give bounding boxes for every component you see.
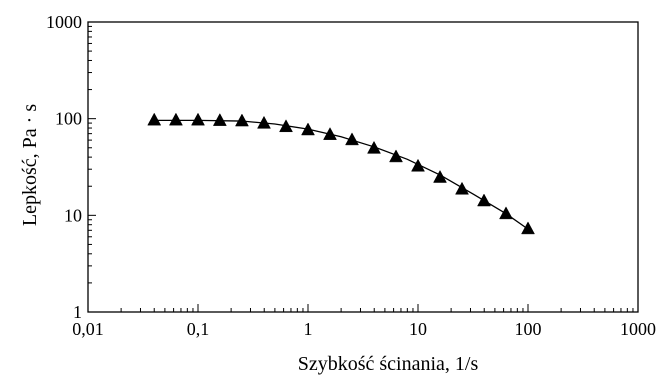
data-point-triangle <box>301 122 315 136</box>
data-point-triangle <box>345 132 359 146</box>
data-point-triangle <box>389 149 403 163</box>
y-axis-tick-labels: 1 10 100 1000 <box>46 12 82 322</box>
data-point-triangle <box>367 140 381 154</box>
y-tick-label: 1000 <box>46 12 82 32</box>
data-point-triangle <box>411 158 425 172</box>
plot-border <box>87 21 639 313</box>
data-point-triangle <box>477 193 491 207</box>
x-tick-label: 1 <box>304 319 313 339</box>
x-axis-ticks <box>87 304 639 312</box>
y-tick-label: 10 <box>64 205 82 225</box>
y-axis-label: Lepkość, Pa · s <box>19 104 41 226</box>
data-point-triangle <box>323 127 337 140</box>
data-point-triangle <box>147 112 162 126</box>
data-point-triangle <box>455 181 469 195</box>
x-tick-label: 0,1 <box>187 319 210 339</box>
x-tick-label: 10 <box>409 319 427 339</box>
data-point-triangle <box>433 169 447 183</box>
data-point-triangle <box>279 119 293 133</box>
data-point-triangle <box>191 112 205 126</box>
data-point-triangle <box>499 206 513 220</box>
data-point-triangle <box>521 221 535 235</box>
data-point-triangle <box>212 113 227 126</box>
x-axis-tick-labels: 0,01 0,1 1 10 100 1000 <box>72 319 656 339</box>
x-tick-label: 100 <box>515 319 542 339</box>
y-tick-label: 100 <box>55 109 82 129</box>
plot-frame <box>87 21 639 313</box>
y-axis-ticks <box>88 25 96 313</box>
data-points <box>147 112 535 235</box>
data-point-triangle <box>169 112 183 126</box>
data-point-triangle <box>235 113 249 127</box>
x-tick-label: 0,01 <box>72 319 104 339</box>
x-axis-label: Szybkość ścinania, 1/s <box>298 353 479 375</box>
data-point-triangle <box>257 115 271 129</box>
y-tick-label: 1 <box>73 302 82 322</box>
x-tick-label: 1000 <box>620 319 656 339</box>
fit-curve <box>154 119 529 230</box>
